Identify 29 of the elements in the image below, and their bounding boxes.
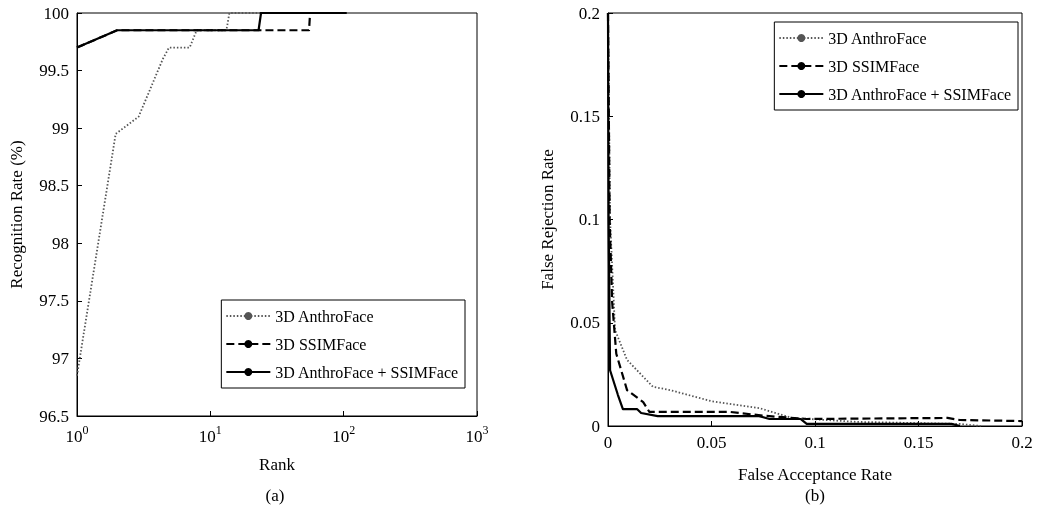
x-axis-title: False Acceptance Rate: [738, 465, 892, 484]
x-tick-label: 0.15: [903, 433, 934, 452]
y-axis-title: False Rejection Rate: [538, 149, 557, 290]
y-tick-label: 99.5: [39, 61, 69, 81]
y-tick-label: 0.05: [570, 313, 600, 333]
y-tick-label: 97.5: [39, 291, 69, 311]
legend-label: 3D SSIMFace: [828, 57, 920, 75]
text: (a): [265, 486, 285, 505]
x-tick-label: 0.1: [804, 433, 826, 452]
x-tick-label: 0.05: [696, 433, 727, 452]
y-tick-label: 0.2: [578, 3, 600, 23]
x-tick-label: 0.2: [1011, 433, 1033, 452]
y-tick-label: 0.1: [578, 210, 600, 229]
legend-label: 3D AnthroFace: [828, 29, 927, 47]
text: (b): [805, 486, 825, 505]
legend-label: 3D SSIMFace: [275, 335, 367, 353]
legend-label: 3D AnthroFace: [275, 307, 374, 325]
y-tick-label: 100: [43, 3, 69, 23]
legend-label: 3D AnthroFace + SSIMFace: [828, 85, 1012, 103]
x-axis-title: Rank: [259, 455, 296, 474]
y-tick-label: 99: [52, 118, 69, 138]
x-tick-label: 0: [603, 433, 613, 452]
y-tick-label: 0.15: [570, 106, 600, 126]
y-tick-label: 98.5: [39, 176, 69, 196]
y-tick-label: 98: [52, 233, 69, 253]
y-tick-label: 96.5: [39, 406, 69, 426]
legend-label: 3D AnthroFace + SSIMFace: [275, 363, 459, 381]
y-tick-label: 97: [52, 348, 70, 368]
y-axis-title: Recognition Rate (%): [7, 140, 26, 289]
